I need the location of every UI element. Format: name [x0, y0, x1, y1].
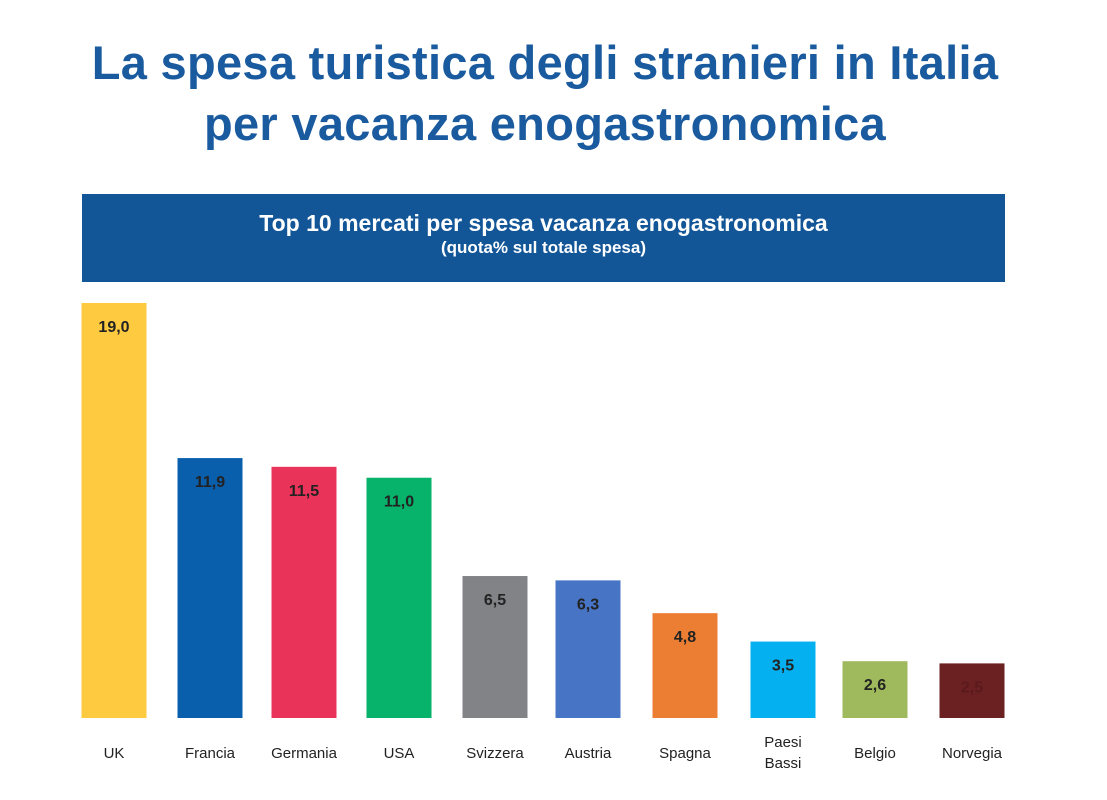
- value-label: 11,5: [289, 483, 319, 500]
- value-label: 11,9: [195, 474, 225, 491]
- value-label: 6,5: [484, 592, 506, 609]
- category-label: Belgio: [854, 745, 896, 762]
- value-label: 2,5: [961, 679, 983, 696]
- category-label: USA: [384, 745, 415, 762]
- value-label: 6,3: [577, 596, 599, 613]
- value-label: 2,6: [864, 677, 886, 694]
- category-label: UK: [104, 745, 125, 762]
- bar-paesi-bassi: [750, 641, 816, 718]
- value-label: 4,8: [674, 629, 696, 646]
- bar-belgio: [842, 661, 908, 718]
- chart-title: Top 10 mercati per spesa vacanza enogast…: [259, 210, 828, 236]
- bar-norvegia: [939, 663, 1005, 718]
- category-label: Austria: [565, 745, 612, 762]
- value-label: 3,5: [772, 658, 794, 675]
- bar-germania: [271, 466, 337, 718]
- category-label: Germania: [271, 745, 338, 762]
- category-label: Svizzera: [466, 745, 524, 762]
- category-label: Norvegia: [942, 745, 1003, 762]
- bar-austria: [555, 580, 621, 718]
- page-title: La spesa turistica degli stranieri in It…: [0, 32, 1090, 154]
- page-title-line-1: La spesa turistica degli stranieri in It…: [91, 36, 999, 89]
- bar-francia: [177, 458, 243, 718]
- value-label: 11,0: [384, 494, 414, 511]
- chart-header-banner: Top 10 mercati per spesa vacanza enogast…: [82, 194, 1005, 282]
- bar-svizzera: [462, 576, 528, 718]
- category-label: Francia: [185, 745, 236, 762]
- category-label: Spagna: [659, 745, 711, 762]
- category-label: Paesi Bassi: [764, 734, 802, 772]
- chart-subtitle: (quota% sul totale spesa): [441, 238, 646, 257]
- bar-uk: [81, 303, 147, 718]
- value-label: 19,0: [98, 319, 129, 336]
- page-title-line-2: per vacanza enogastronomica: [203, 97, 886, 150]
- bar-usa: [366, 477, 432, 718]
- bar-spagna: [652, 613, 718, 718]
